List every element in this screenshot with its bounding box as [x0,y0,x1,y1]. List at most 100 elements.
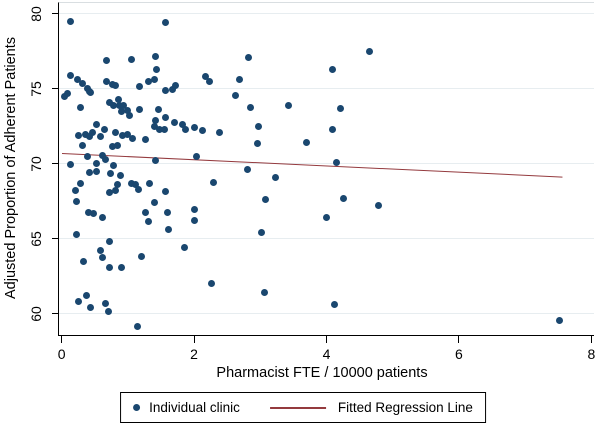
data-point [258,229,266,237]
data-point [155,106,163,114]
data-point [67,18,75,26]
data-point [105,237,113,245]
data-point [115,102,123,110]
x-tick-label: 0 [57,346,66,362]
x-tick-label: 6 [455,346,463,362]
data-point [128,179,136,187]
data-point [128,135,136,143]
y-tick [52,88,59,90]
data-point [85,209,93,217]
data-point [77,103,85,111]
data-point [272,173,280,181]
data-point [118,263,126,271]
data-point [100,125,108,133]
data-point [375,202,383,210]
data-point [141,209,149,217]
data-point [330,300,338,308]
data-point [85,133,93,141]
y-tick-label: 70 [28,155,44,172]
data-point [128,55,136,63]
data-point [92,160,100,168]
y-tick [52,238,59,240]
y-gridline [59,163,594,165]
data-point [332,159,340,167]
regression-line-icon [269,406,326,409]
data-point [156,125,164,133]
plot-area: 60 65 70 75 80 0 2 4 6 8 [28,2,595,362]
data-point [244,53,252,61]
data-point [181,125,189,133]
data-point [328,66,336,74]
y-gridline [59,313,594,315]
legend-item-individual-clinic: Individual clinic [133,400,240,415]
data-point [215,129,223,137]
data-point [145,179,153,187]
data-point [101,299,109,307]
data-point [88,128,96,136]
data-point [144,77,152,85]
data-point [153,65,161,73]
data-point [164,209,172,217]
data-point [126,112,134,120]
data-point [134,323,142,331]
data-point [79,142,87,150]
x-tick-label: 4 [322,346,331,362]
data-point [64,89,72,97]
data-point [72,187,80,195]
data-point [118,107,126,115]
data-point [206,78,214,86]
data-point [75,131,83,139]
data-point [112,82,120,90]
data-point [85,169,93,177]
y-tick [52,13,59,15]
data-point [172,82,180,90]
data-point [79,79,87,87]
data-point [105,308,113,316]
data-point [115,95,123,103]
data-point [97,133,105,141]
x-tick-label: 8 [587,346,596,362]
x-tick [326,335,327,343]
data-point [235,76,243,84]
data-point [254,123,262,131]
scatter-marker-icon [133,404,141,411]
data-point [162,87,170,95]
data-point [83,152,91,160]
data-point [137,252,145,260]
data-point [92,167,100,175]
data-point [85,88,93,96]
y-gridline [59,13,594,15]
y-tick-label: 80 [28,5,44,22]
data-point [161,125,169,133]
x-axis-label: Pharmacist FTE / 10000 patients [216,365,428,381]
data-point [162,19,170,27]
data-point [340,194,348,202]
data-point [150,199,158,207]
data-point [81,130,89,138]
y-tick-label: 60 [28,306,44,322]
data-point [109,101,117,109]
data-point [83,291,91,299]
y-gridline [59,88,594,90]
data-point [366,48,374,56]
data-point [74,76,82,84]
y-tick [52,313,59,315]
data-point [124,130,132,138]
data-point [132,181,140,189]
data-point [208,279,216,287]
data-point [262,195,270,203]
data-point [556,317,564,325]
data-point [142,136,150,144]
x-tick-label: 2 [190,346,198,362]
y-gridline [59,238,594,240]
data-point [99,151,107,159]
data-point [89,209,97,217]
data-point [152,157,160,165]
data-point [105,99,113,107]
data-point [101,156,109,164]
x-tick [590,335,592,343]
data-point [107,170,115,177]
data-point [285,102,293,110]
data-point [119,131,127,139]
